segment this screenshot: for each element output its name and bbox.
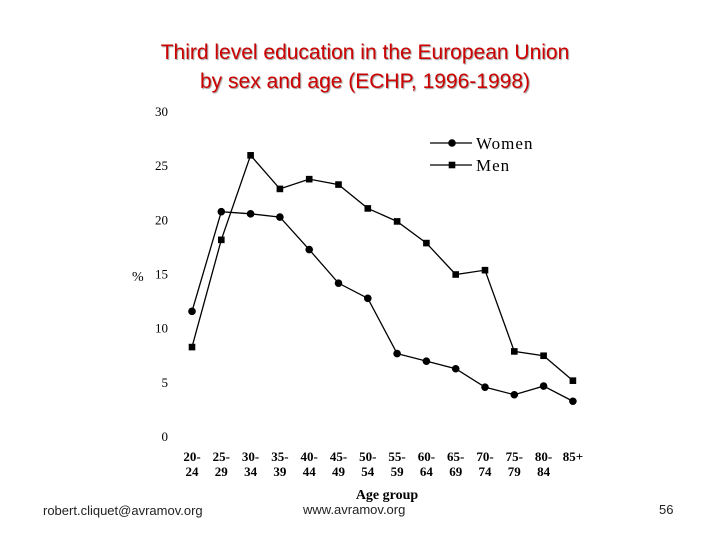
y-tick-label: 30 (155, 104, 168, 119)
point-men (276, 185, 284, 193)
point-women (276, 213, 284, 221)
x-tick-label: 65-69 (447, 449, 464, 479)
point-women (393, 349, 401, 358)
point-men (247, 152, 254, 159)
point-women (510, 390, 519, 399)
x-tick-label: 40-44 (301, 449, 318, 479)
x-axis-label: Age group (356, 488, 419, 503)
legend-label-men: Men (476, 156, 510, 175)
x-tick-label: 20-24 (183, 449, 200, 479)
point-women (364, 294, 372, 303)
point-men (569, 377, 577, 384)
legend-marker-women (448, 139, 456, 147)
y-axis-label: % (132, 270, 144, 285)
x-axis: 20-24 25-29 30-34 35-39 40-44 45-49 50-54 55-59… (183, 449, 583, 479)
footer-website: www.avramov.org (303, 502, 406, 517)
series-line-women (191, 210, 574, 402)
point-men (511, 348, 518, 355)
y-tick-label: 5 (162, 375, 169, 390)
x-tick-label: 60-64 (418, 449, 435, 479)
page-number: 56 (659, 502, 674, 517)
point-men (364, 205, 372, 212)
point-women (188, 307, 196, 316)
point-men (481, 266, 489, 274)
point-women (481, 383, 489, 391)
x-tick-label: 45-49 (330, 449, 347, 479)
point-men (188, 343, 196, 351)
point-women (217, 207, 226, 216)
x-tick-label: 80-84 (535, 449, 552, 479)
point-women (451, 364, 460, 373)
x-tick-label: 85+ (563, 449, 583, 464)
y-tick-label: 25 (155, 158, 168, 173)
point-men (423, 239, 430, 247)
slide-title-line-1: Third level education in the European Un… (160, 41, 570, 64)
point-women (305, 245, 314, 254)
x-tick-label: 25-29 (213, 449, 230, 479)
y-tick-label: 10 (155, 321, 168, 336)
x-tick-label: 30-34 (242, 449, 259, 479)
point-men (452, 271, 459, 278)
point-men (540, 352, 547, 360)
point-women (334, 279, 343, 287)
x-tick-label: 70-74 (476, 449, 493, 479)
point-men (335, 181, 342, 188)
legend-marker-men (448, 161, 456, 169)
x-tick-label: 50-54 (359, 449, 376, 479)
x-tick-label: 55-59 (388, 449, 405, 479)
legend-label-women: Women (476, 134, 533, 153)
y-axis: 0 5 10 15 20 25 30 (155, 104, 168, 444)
slide-title: Third level education in the European Un… (0, 38, 720, 96)
point-men (393, 218, 401, 225)
legend: Women Men (430, 134, 533, 175)
point-women (569, 397, 577, 406)
point-men (218, 236, 225, 244)
y-tick-label: 20 (155, 212, 168, 227)
slide-title-line-2: by sex and age (ECHP, 1996-1998) (200, 70, 530, 93)
point-women (422, 357, 431, 365)
x-tick-label: 75-79 (506, 449, 523, 479)
series-layer (188, 152, 577, 406)
point-women (539, 382, 548, 390)
y-tick-label: 15 (155, 267, 168, 282)
point-men (305, 175, 313, 183)
point-women (246, 210, 255, 218)
series-line-men (191, 154, 574, 382)
x-tick-label: 35-39 (271, 449, 288, 479)
y-tick-label: 0 (162, 429, 169, 444)
footer-author-email: robert.cliquet@avramov.org (43, 503, 203, 518)
